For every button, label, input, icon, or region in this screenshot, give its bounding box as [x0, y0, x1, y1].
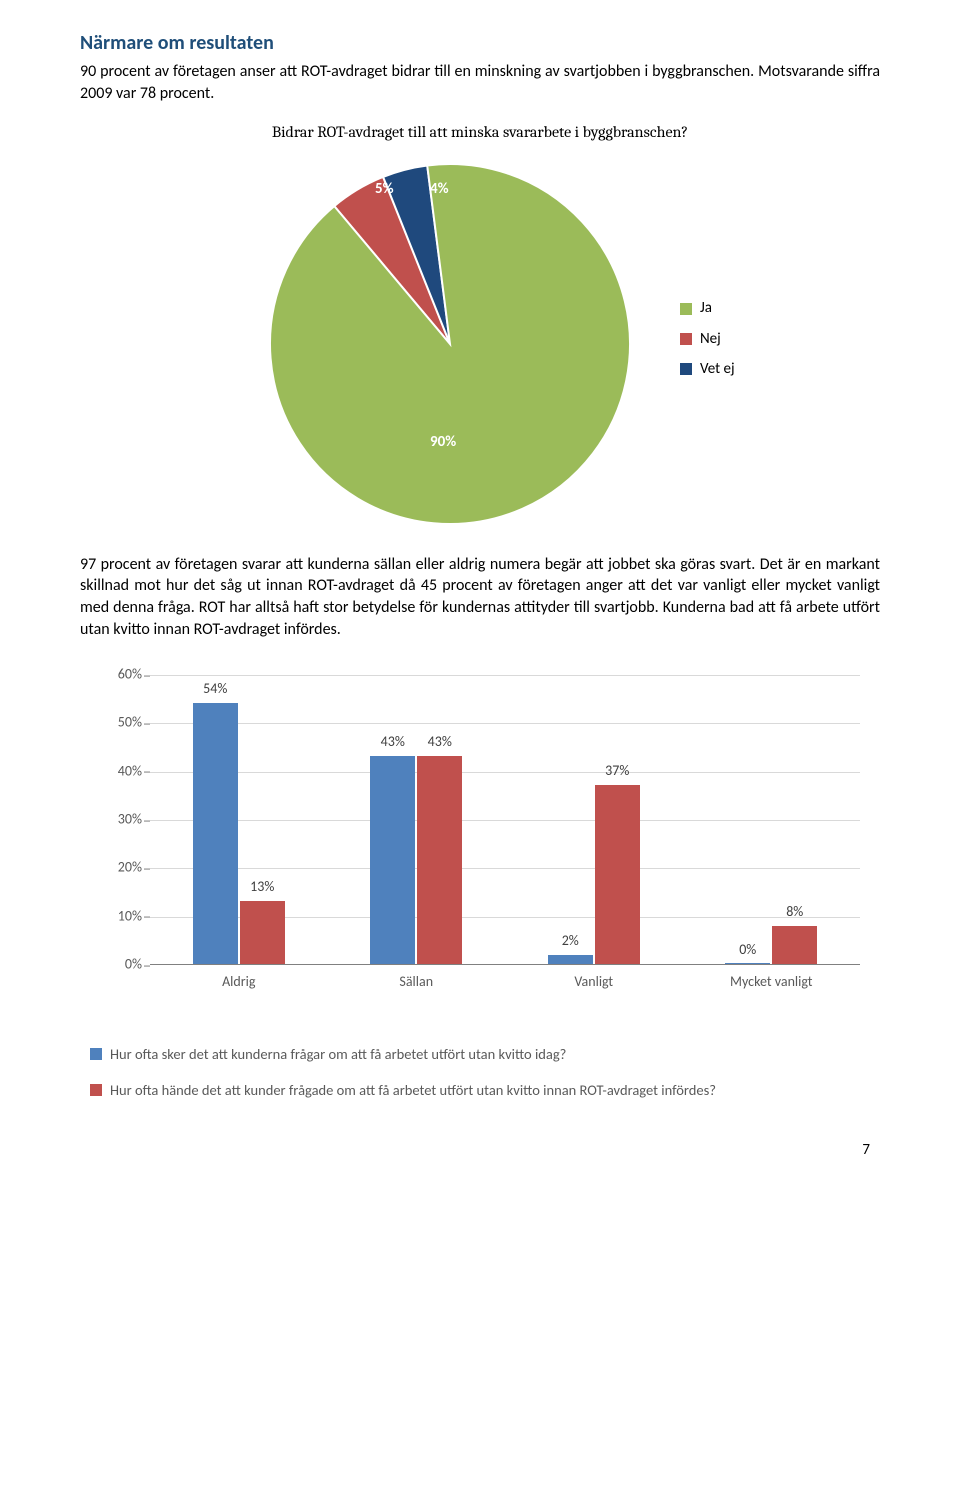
y-tick: 60% [100, 666, 142, 685]
bar [417, 756, 462, 964]
bar-group: 2%37% [548, 785, 640, 964]
bar-group: 43%43% [370, 756, 462, 964]
pie-legend: Ja Nej Vet ej [680, 298, 735, 389]
pie-chart-title: Bidrar ROT-avdraget till att minska svar… [80, 122, 880, 144]
pie-legend-item: Vet ej [680, 359, 735, 379]
bar-legend-item: Hur ofta sker det att kunderna frågar om… [90, 1045, 870, 1065]
bar-chart-section: 0%10%20%30%40%50%60%54%13%Aldrig43%43%Sä… [80, 665, 880, 1100]
bar [240, 901, 285, 964]
bar-chart: 0%10%20%30%40%50%60%54%13%Aldrig43%43%Sä… [90, 665, 870, 1005]
bar-value-label: 43% [415, 733, 465, 752]
legend-swatch [90, 1084, 102, 1096]
bar-value-label: 2% [545, 932, 595, 951]
y-tick: 30% [100, 811, 142, 830]
paragraph-1: 90 procent av företagen anser att ROT-av… [80, 61, 880, 104]
y-tick: 10% [100, 907, 142, 926]
legend-swatch [90, 1048, 102, 1060]
legend-label: Vet ej [700, 359, 735, 379]
category-label: Aldrig [150, 973, 328, 992]
legend-label: Hur ofta sker det att kunderna frågar om… [110, 1045, 566, 1065]
bar [548, 955, 593, 965]
pie-chart-section: Bidrar ROT-avdraget till att minska svar… [80, 122, 880, 524]
bar [370, 756, 415, 964]
y-tick: 50% [100, 714, 142, 733]
y-tick: 40% [100, 762, 142, 781]
bar [772, 926, 817, 965]
pie-chart-wrap: 5% 4% 90% Ja Nej Vet ej [150, 164, 810, 524]
bar-plot-area: 0%10%20%30%40%50%60%54%13%Aldrig43%43%Sä… [150, 675, 860, 965]
pie-chart: 5% 4% 90% [270, 164, 630, 524]
bar-value-label: 54% [190, 680, 240, 699]
pie-label-ja: 90% [430, 432, 456, 452]
pie-label-vetej: 4% [430, 179, 449, 199]
bar [595, 785, 640, 964]
gridline [150, 675, 860, 676]
paragraph-2: 97 procent av företagen svarar att kunde… [80, 554, 880, 640]
category-label: Mycket vanligt [683, 973, 861, 992]
pie-label-nej: 5% [375, 179, 394, 199]
bar-value-label: 8% [770, 903, 820, 922]
bar [725, 963, 770, 964]
bar [193, 703, 238, 964]
legend-label: Nej [700, 329, 721, 349]
y-tick: 0% [100, 956, 142, 975]
section-heading: Närmare om resultaten [80, 30, 880, 57]
page-number: 7 [80, 1140, 880, 1160]
bar-value-label: 13% [237, 878, 287, 897]
bar-value-label: 37% [592, 762, 642, 781]
category-label: Vanligt [505, 973, 683, 992]
legend-label: Hur ofta hände det att kunder frågade om… [110, 1081, 716, 1101]
legend-swatch [680, 333, 692, 345]
bar-value-label: 43% [368, 733, 418, 752]
y-tick: 20% [100, 859, 142, 878]
legend-swatch [680, 363, 692, 375]
bar-legend-item: Hur ofta hände det att kunder frågade om… [90, 1081, 870, 1101]
bar-value-label: 0% [723, 941, 773, 960]
pie-legend-item: Nej [680, 329, 735, 349]
legend-label: Ja [700, 298, 712, 318]
bar-group: 0%8% [725, 926, 817, 965]
legend-swatch [680, 303, 692, 315]
bar-legend: Hur ofta sker det att kunderna frågar om… [90, 1045, 870, 1100]
bar-group: 54%13% [193, 703, 285, 964]
category-label: Sällan [328, 973, 506, 992]
pie-legend-item: Ja [680, 298, 735, 318]
